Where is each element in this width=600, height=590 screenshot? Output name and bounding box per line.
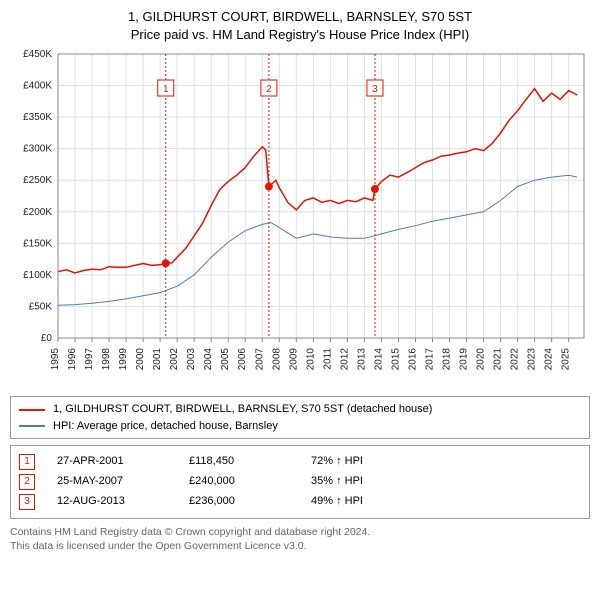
svg-text:£350K: £350K xyxy=(23,112,52,123)
legend-label-hpi: HPI: Average price, detached house, Barn… xyxy=(53,418,278,435)
svg-text:2018: 2018 xyxy=(442,348,453,371)
event-date-2: 25-MAY-2007 xyxy=(57,472,167,492)
chart-svg: £0 £50K £100K £150K £200K £250K £300K £350K £400… xyxy=(10,50,590,390)
legend-row-1: 1, GILDHURST COURT, BIRDWELL, BARNSLEY, … xyxy=(19,401,581,418)
svg-text:1997: 1997 xyxy=(84,348,95,371)
event-row-2: 2 25-MAY-2007 £240,000 35% ↑ HPI xyxy=(19,472,581,492)
svg-text:2017: 2017 xyxy=(424,348,435,371)
legend-swatch-property xyxy=(19,409,45,411)
event-row-3: 3 12-AUG-2013 £236,000 49% ↑ HPI xyxy=(19,492,581,512)
title-line-1: 1, GILDHURST COURT, BIRDWELL, BARNSLEY, … xyxy=(10,8,590,26)
svg-text:2010: 2010 xyxy=(305,348,316,371)
svg-text:£400K: £400K xyxy=(23,81,52,92)
svg-text:£450K: £450K xyxy=(23,50,52,60)
svg-text:2: 2 xyxy=(266,84,272,95)
event-delta-2: 35% ↑ HPI xyxy=(311,472,581,492)
svg-text:2007: 2007 xyxy=(254,348,265,371)
chart-container: 1, GILDHURST COURT, BIRDWELL, BARNSLEY, … xyxy=(0,0,600,564)
event-price-1: £118,450 xyxy=(189,452,289,472)
svg-text:2016: 2016 xyxy=(407,348,418,371)
svg-text:3: 3 xyxy=(372,84,378,95)
svg-text:1995: 1995 xyxy=(50,348,61,371)
svg-text:2015: 2015 xyxy=(390,348,401,371)
event-marker-1: 1 xyxy=(19,454,35,470)
event-price-3: £236,000 xyxy=(189,492,289,512)
footer-line-2: This data is licensed under the Open Gov… xyxy=(10,539,590,554)
svg-text:1998: 1998 xyxy=(101,348,112,371)
svg-text:2011: 2011 xyxy=(322,348,333,370)
legend-box: 1, GILDHURST COURT, BIRDWELL, BARNSLEY, … xyxy=(10,396,590,439)
footer-line-1: Contains HM Land Registry data © Crown c… xyxy=(10,525,590,540)
svg-text:2000: 2000 xyxy=(135,348,146,371)
svg-text:2020: 2020 xyxy=(476,348,487,371)
svg-text:£300K: £300K xyxy=(23,144,52,155)
chart-area: £0 £50K £100K £150K £200K £250K £300K £350K £400… xyxy=(10,50,590,390)
title-line-2: Price paid vs. HM Land Registry's House … xyxy=(10,26,590,44)
svg-text:2009: 2009 xyxy=(288,348,299,371)
title-block: 1, GILDHURST COURT, BIRDWELL, BARNSLEY, … xyxy=(10,8,590,44)
event-delta-3: 49% ↑ HPI xyxy=(311,492,581,512)
svg-text:2022: 2022 xyxy=(510,348,521,371)
event-delta-1: 72% ↑ HPI xyxy=(311,452,581,472)
legend-row-2: HPI: Average price, detached house, Barn… xyxy=(19,418,581,435)
svg-text:2013: 2013 xyxy=(356,348,367,371)
svg-text:£100K: £100K xyxy=(23,270,52,281)
svg-text:£50K: £50K xyxy=(29,302,53,313)
footer-attribution: Contains HM Land Registry data © Crown c… xyxy=(10,525,590,554)
svg-text:2001: 2001 xyxy=(152,348,163,371)
event-date-3: 12-AUG-2013 xyxy=(57,492,167,512)
svg-text:2024: 2024 xyxy=(544,348,555,371)
svg-text:£0: £0 xyxy=(41,333,53,344)
legend-label-property: 1, GILDHURST COURT, BIRDWELL, BARNSLEY, … xyxy=(53,401,432,418)
svg-text:1: 1 xyxy=(163,84,169,95)
svg-text:2004: 2004 xyxy=(203,348,214,371)
svg-text:2025: 2025 xyxy=(561,348,572,371)
event-marker-2: 2 xyxy=(19,474,35,490)
svg-text:2019: 2019 xyxy=(459,348,470,371)
svg-text:1999: 1999 xyxy=(118,348,129,371)
svg-text:£250K: £250K xyxy=(23,176,52,187)
svg-text:1996: 1996 xyxy=(67,348,78,371)
svg-text:2012: 2012 xyxy=(339,348,350,371)
event-date-1: 27-APR-2001 xyxy=(57,452,167,472)
svg-text:2008: 2008 xyxy=(271,348,282,371)
event-row-1: 1 27-APR-2001 £118,450 72% ↑ HPI xyxy=(19,452,581,472)
svg-text:2006: 2006 xyxy=(237,348,248,371)
events-box: 1 27-APR-2001 £118,450 72% ↑ HPI 2 25-MA… xyxy=(10,445,590,518)
svg-text:2005: 2005 xyxy=(220,348,231,371)
svg-text:2003: 2003 xyxy=(186,348,197,371)
svg-text:2021: 2021 xyxy=(493,348,504,371)
event-price-2: £240,000 xyxy=(189,472,289,492)
event-marker-3: 3 xyxy=(19,494,35,510)
svg-text:£200K: £200K xyxy=(23,207,52,218)
legend-swatch-hpi xyxy=(19,425,45,427)
svg-text:£150K: £150K xyxy=(23,239,52,250)
svg-text:2023: 2023 xyxy=(527,348,538,371)
svg-text:2014: 2014 xyxy=(373,348,384,371)
svg-text:2002: 2002 xyxy=(169,348,180,371)
